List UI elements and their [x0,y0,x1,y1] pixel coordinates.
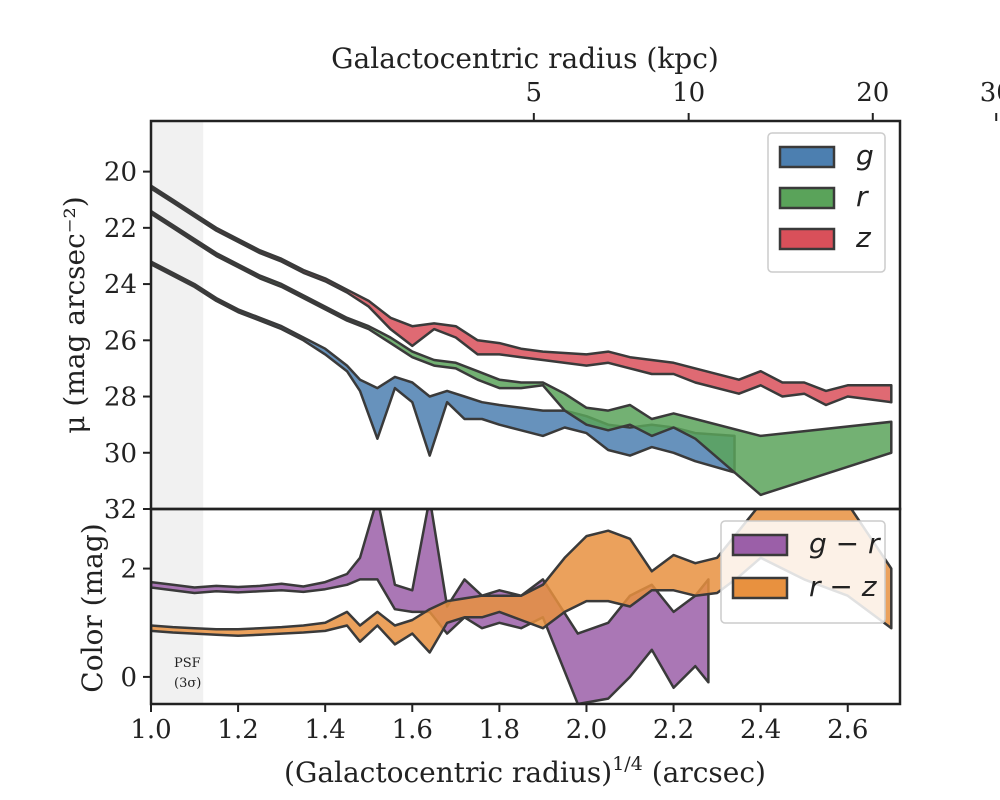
legend-swatch [731,576,789,600]
y-tick-label: 20 [104,158,137,188]
legend-swatch [778,145,836,169]
bottom-axis-title-exponent: 1/4 [612,753,643,775]
x-tick-label: 1.0 [130,715,171,745]
legend-swatch [778,186,836,210]
legend-label: g − r [809,527,881,560]
band-z [151,184,893,407]
kpc-tick-label: 30 [980,78,1000,108]
band-gr [151,509,710,704]
x-tick-label: 2.6 [827,715,868,745]
top-panel-ylabel: μ (mag arcsec⁻²) [58,196,91,433]
x-tick-label: 1.4 [305,715,346,745]
bottom-axis-title-main: (Galactocentric radius) [284,756,612,789]
band-r [151,209,893,497]
kpc-tick-label: 5 [526,78,543,108]
y-tick-label: 22 [104,214,137,244]
y-tick-label: 32 [104,495,137,525]
x-tick-label: 1.6 [392,715,433,745]
legend-label: r [856,180,869,213]
top-panel-series [151,184,893,497]
legend-swatch [778,227,836,251]
legend-label: z [855,221,872,254]
x-tick-label: 2.0 [566,715,607,745]
x-tick-label: 2.4 [740,715,781,745]
x-tick-label: 1.2 [217,715,258,745]
top-axis-title: Galactocentric radius (kpc) [331,42,719,75]
color-y-tick-label: 0 [120,663,137,693]
bottom-axis-title-unit: (arcsec) [643,756,766,789]
legend-label: g [856,139,874,172]
legend-label: r − z [809,570,878,603]
bottom-axis-title: (Galactocentric radius)1/4 (arcsec) [284,753,766,789]
bottom-legend: g − r r − z [720,520,886,624]
top-legend: grz [767,132,886,273]
kpc-tick-label: 10 [672,78,705,108]
kpc-tick-label: 20 [856,78,889,108]
axis-ticks: 20 22 24 26 28 30 32 0 2 1.0 1.2 1.4 1.6 1.8 2.0 2.2 2.4… [104,78,1000,745]
psf-sigma-label: (3σ) [174,676,201,691]
bottom-panel-ylabel: Color (mag) [76,523,109,692]
x-tick-label: 2.2 [653,715,694,745]
y-tick-label: 30 [104,439,137,469]
psf-label: PSF [174,656,201,671]
legend-swatch [731,533,789,557]
bottom-panel-frame [149,507,902,706]
x-tick-label: 1.8 [479,715,520,745]
y-tick-label: 24 [104,270,137,300]
y-tick-label: 28 [104,383,137,413]
y-tick-label: 26 [104,326,137,356]
psf-shaded-region [151,121,204,704]
color-y-tick-label: 2 [120,555,137,585]
